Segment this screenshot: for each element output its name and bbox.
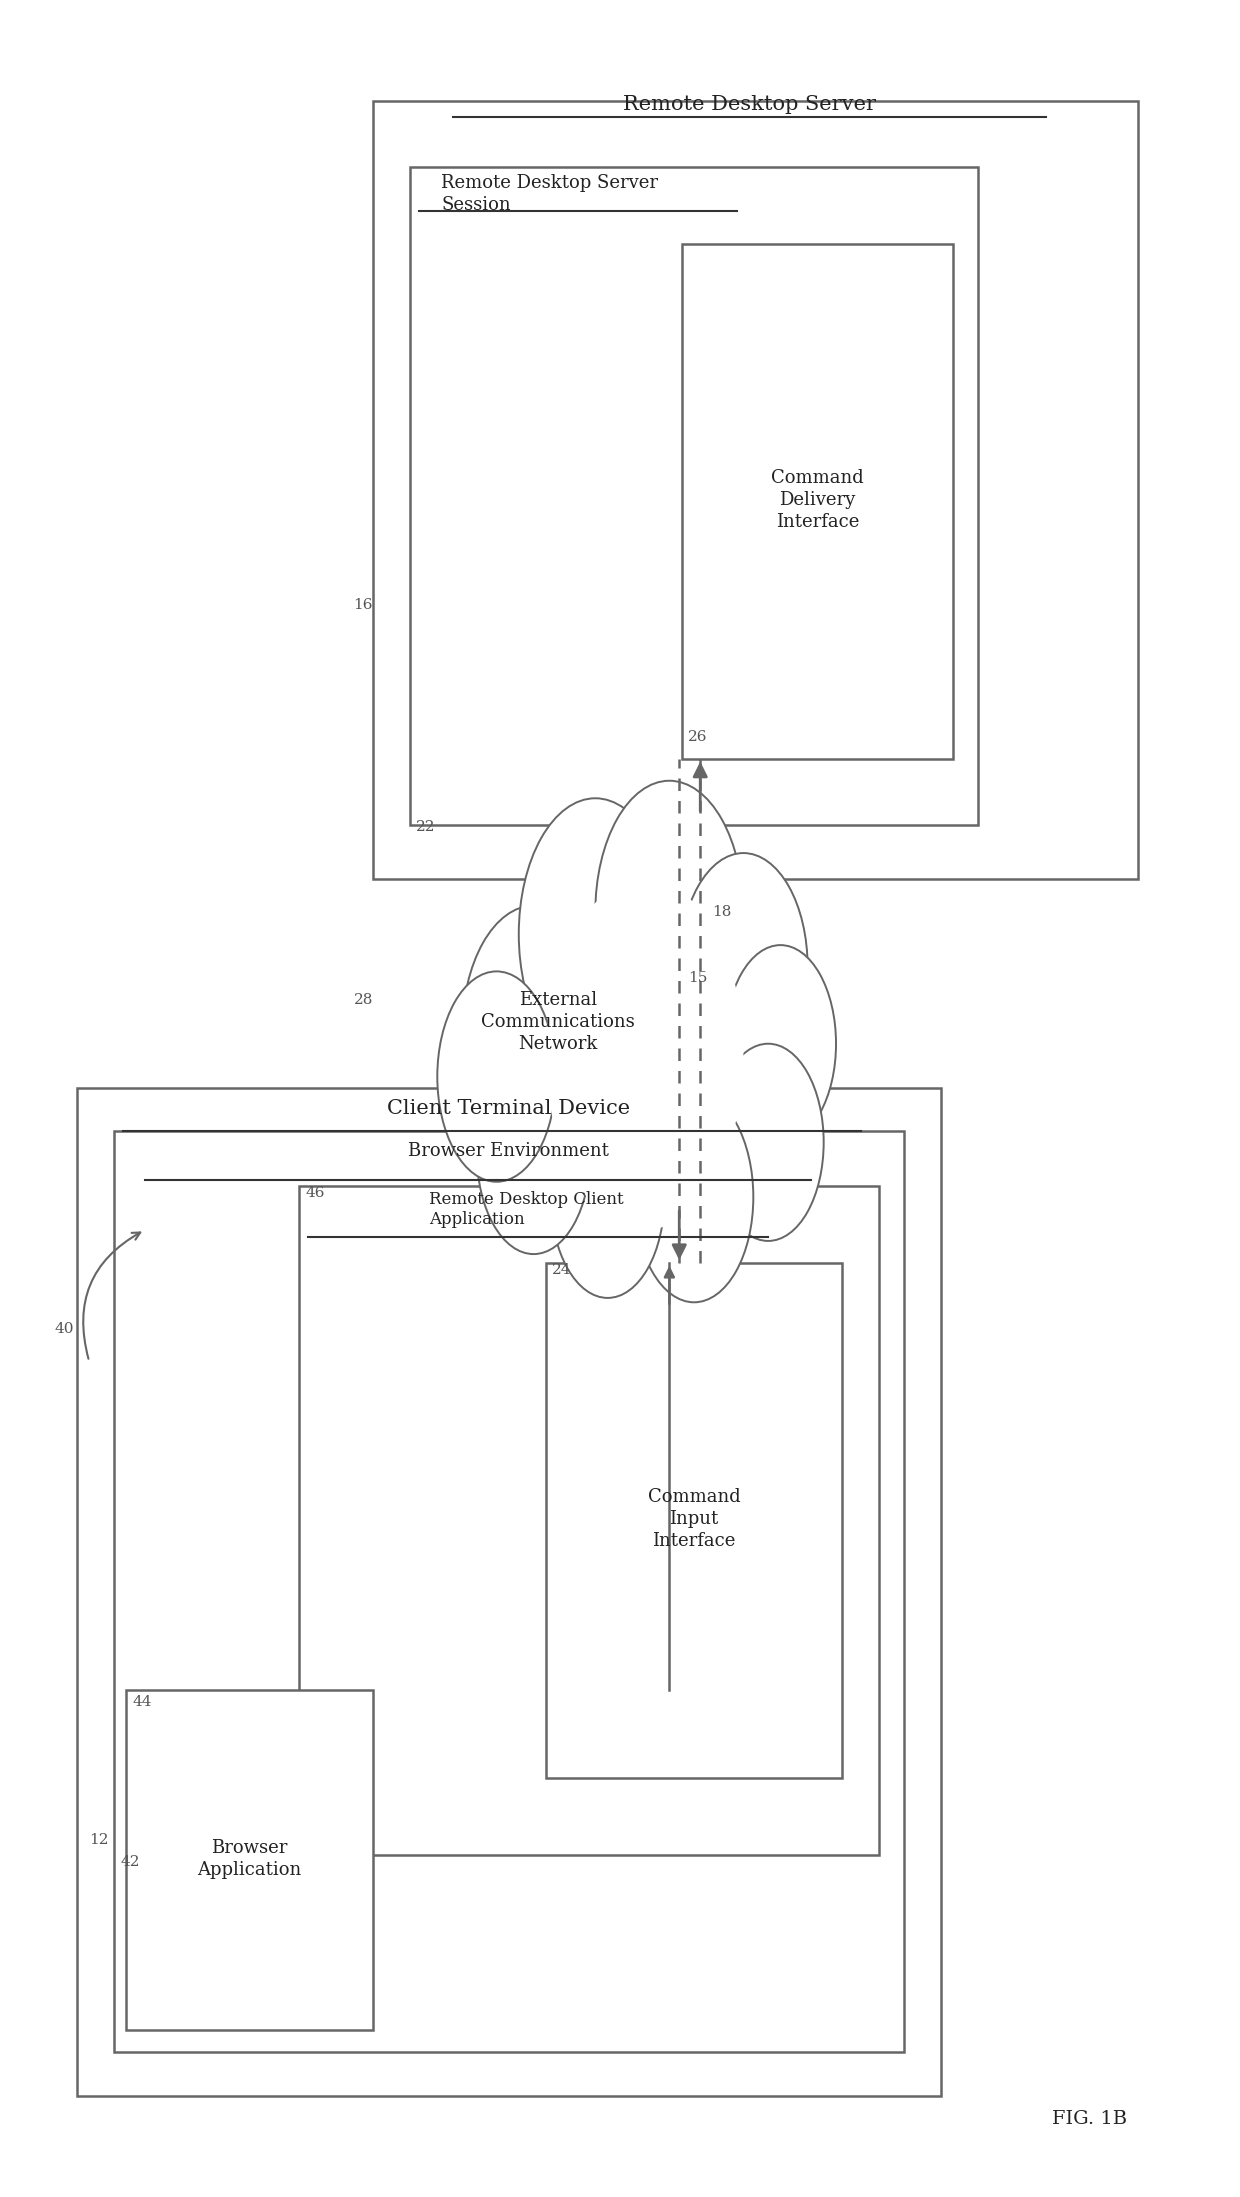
FancyBboxPatch shape [682, 244, 954, 758]
Circle shape [546, 879, 744, 1230]
Text: 42: 42 [120, 1854, 140, 1867]
Text: 28: 28 [353, 993, 373, 1006]
FancyBboxPatch shape [373, 101, 1138, 879]
Text: 22: 22 [417, 819, 435, 835]
Circle shape [725, 945, 836, 1142]
Text: External
Communications
Network: External Communications Network [481, 991, 635, 1052]
Circle shape [680, 852, 807, 1081]
Circle shape [595, 780, 744, 1044]
Text: Browser Environment: Browser Environment [408, 1142, 609, 1160]
FancyBboxPatch shape [410, 167, 978, 824]
Circle shape [477, 1052, 590, 1254]
Text: 46: 46 [305, 1186, 325, 1200]
FancyBboxPatch shape [126, 1689, 373, 2030]
FancyBboxPatch shape [299, 1186, 879, 1854]
FancyBboxPatch shape [114, 1131, 904, 2052]
Text: Remote Desktop Server
Session: Remote Desktop Server Session [441, 174, 658, 213]
Text: 12: 12 [89, 1832, 109, 1848]
Circle shape [463, 905, 605, 1160]
Text: FIG. 1B: FIG. 1B [1052, 2111, 1127, 2129]
Text: Command
Delivery
Interface: Command Delivery Interface [771, 468, 864, 532]
Text: Client Terminal Device: Client Terminal Device [387, 1098, 630, 1118]
Circle shape [713, 1044, 823, 1241]
FancyArrowPatch shape [83, 1233, 140, 1358]
Text: 16: 16 [353, 598, 373, 613]
Text: Browser
Application: Browser Application [197, 1839, 301, 1878]
FancyBboxPatch shape [77, 1088, 941, 2096]
FancyBboxPatch shape [546, 1263, 842, 1777]
Text: 44: 44 [133, 1694, 151, 1709]
Text: 18: 18 [713, 905, 732, 918]
Circle shape [438, 971, 556, 1182]
Circle shape [551, 1096, 665, 1298]
Text: 24: 24 [552, 1263, 572, 1276]
Circle shape [635, 1092, 754, 1303]
Text: 26: 26 [688, 729, 707, 745]
Text: Remote Desktop Client
Application: Remote Desktop Client Application [429, 1191, 624, 1228]
Text: Remote Desktop Server: Remote Desktop Server [624, 94, 877, 114]
Text: 15: 15 [688, 971, 707, 984]
Text: Command
Input
Interface: Command Input Interface [647, 1487, 740, 1551]
Text: 40: 40 [55, 1323, 74, 1336]
Circle shape [518, 798, 672, 1070]
